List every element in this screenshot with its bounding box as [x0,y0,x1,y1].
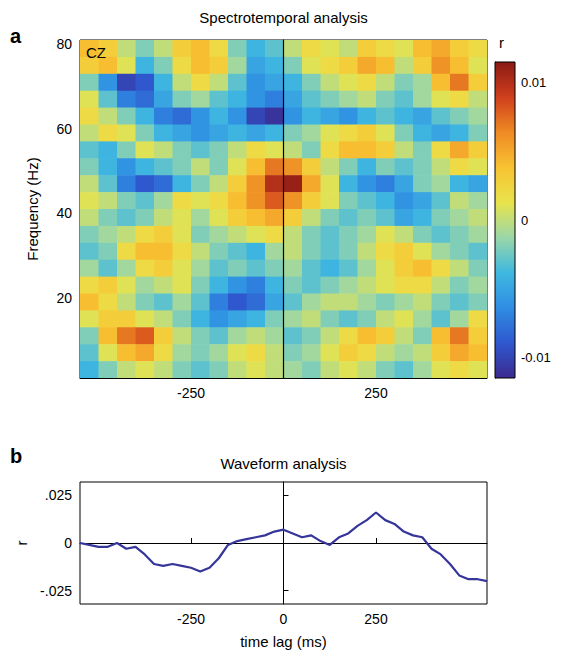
svg-text:Frequency (Hz): Frequency (Hz) [24,157,41,260]
svg-text:r: r [499,34,504,51]
svg-text:CZ: CZ [86,44,106,61]
svg-text:250: 250 [364,385,388,401]
svg-text:20: 20 [56,290,72,306]
svg-text:250: 250 [364,611,388,627]
svg-text:time lag (ms): time lag (ms) [240,633,327,650]
svg-text:0: 0 [521,213,528,228]
svg-text:Spectrotemporal analysis: Spectrotemporal analysis [199,9,367,26]
svg-text:0: 0 [64,535,72,551]
svg-text:-.025: -.025 [40,583,72,599]
svg-text:a: a [10,25,22,47]
svg-text:-250: -250 [177,611,205,627]
svg-text:-0.01: -0.01 [521,350,551,365]
svg-text:Waveform analysis: Waveform analysis [220,455,346,472]
svg-text:-250: -250 [177,385,205,401]
svg-text:0: 0 [280,611,288,627]
svg-text:r: r [13,541,30,546]
svg-text:80: 80 [56,36,72,52]
svg-text:0.01: 0.01 [521,75,546,90]
svg-text:40: 40 [56,205,72,221]
svg-text:b: b [10,445,22,467]
svg-text:.025: .025 [45,487,72,503]
svg-text:60: 60 [56,121,72,137]
